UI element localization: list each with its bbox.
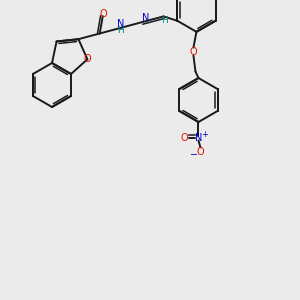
Text: O: O: [190, 46, 197, 57]
Text: N: N: [117, 19, 124, 29]
Text: H: H: [161, 16, 168, 25]
Text: +: +: [201, 130, 208, 139]
Text: N: N: [195, 133, 202, 142]
Text: O: O: [84, 54, 91, 64]
Text: O: O: [100, 9, 108, 19]
Text: N: N: [142, 13, 149, 23]
Text: −: −: [190, 149, 199, 160]
Text: O: O: [196, 146, 204, 157]
Text: O: O: [181, 133, 188, 142]
Text: H: H: [118, 26, 124, 35]
